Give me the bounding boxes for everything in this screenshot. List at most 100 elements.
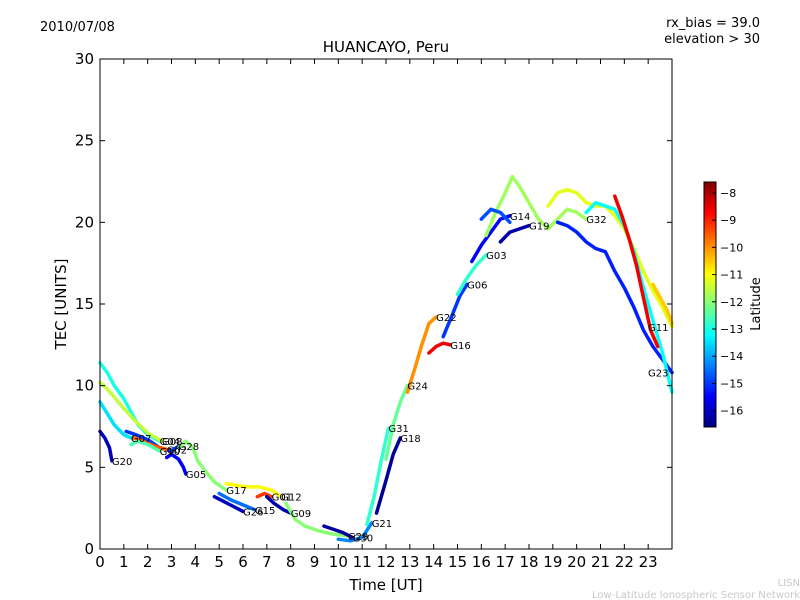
series-line-unlabeled-32	[479, 207, 512, 225]
series-label-g26: G26	[243, 507, 263, 518]
series-line-g15	[217, 491, 257, 512]
series-label-g29: G29	[348, 532, 368, 543]
series-label-g12: G12	[281, 493, 301, 504]
colorbar-tick-label: −10	[720, 241, 743, 254]
series-label-g24: G24	[407, 382, 427, 393]
y-tick-label: 30	[75, 50, 94, 68]
series-label-g15: G15	[255, 506, 275, 517]
x-tick-label: 20	[567, 553, 586, 571]
series-line-g31	[365, 426, 391, 527]
x-tick-label: 23	[639, 553, 658, 571]
x-tick-label: 17	[496, 553, 515, 571]
colorbar-tick-label: −12	[720, 296, 743, 309]
x-tick-label: 10	[329, 553, 348, 571]
x-tick-label: 13	[400, 553, 419, 571]
series-line-g26	[212, 494, 245, 514]
y-tick-label: 5	[84, 458, 94, 476]
x-tick-label: 5	[214, 553, 224, 571]
series-line-g28	[124, 429, 181, 453]
series-label-g09: G09	[291, 509, 311, 520]
series-line-unlabeled-30	[613, 194, 660, 349]
series-line-g05	[164, 452, 188, 476]
series-line-unlabeled-31	[651, 282, 674, 326]
series-line-g29	[284, 501, 350, 538]
series-label-g19: G19	[529, 222, 549, 233]
series-line-g21	[336, 521, 374, 543]
x-tick-label: 15	[448, 553, 467, 571]
series-label-g14: G14	[510, 212, 530, 223]
series-label-g21: G21	[372, 519, 392, 530]
series-label-g32: G32	[586, 215, 606, 226]
series-line-g11	[546, 187, 674, 329]
colorbar-tick-label: −14	[720, 350, 743, 363]
series-line-g18	[374, 436, 403, 515]
x-tick-label: 3	[167, 553, 177, 571]
y-tick-label: 0	[84, 540, 94, 558]
series-line-g08	[98, 380, 164, 443]
series-label-g28: G28	[179, 442, 199, 453]
rx-bias-label: rx_bias = 39.0	[666, 16, 760, 31]
colorbar-tick-label: −11	[720, 269, 743, 282]
series-line-g16	[427, 341, 453, 355]
date-label: 2010/07/08	[40, 20, 115, 35]
x-tick-label: 22	[615, 553, 634, 571]
series-label-g31: G31	[388, 424, 408, 435]
series-line-g01	[255, 491, 274, 499]
x-tick-label: 18	[519, 553, 538, 571]
x-tick-label: 1	[119, 553, 129, 571]
x-tick-label: 0	[95, 553, 105, 571]
x-axis-label: Time [UT]	[348, 576, 422, 594]
series-line-g30	[322, 524, 355, 540]
series-label-g03: G03	[486, 251, 506, 262]
x-tick-label: 21	[591, 553, 610, 571]
x-tick-label: 8	[286, 553, 296, 571]
series-label-g02: G02	[167, 445, 187, 456]
y-axis-label: TEC [UNITS]	[52, 259, 70, 351]
series-label-g10: G10	[160, 447, 180, 458]
x-tick-label: 6	[238, 553, 248, 571]
y-tick-label: 20	[75, 213, 94, 231]
chart-title: HUANCAYO, Peru	[323, 38, 449, 56]
series-line-g24	[384, 383, 410, 461]
series-label-g17: G17	[226, 486, 246, 497]
colorbar-tick-label: −8	[720, 187, 736, 200]
series-label-g16: G16	[450, 341, 470, 352]
x-tick-label: 12	[376, 553, 395, 571]
series-line-g07	[98, 400, 133, 440]
series-label-g11: G11	[648, 323, 668, 334]
x-tick-label: 2	[143, 553, 153, 571]
series-label-g30: G30	[353, 534, 373, 545]
x-tick-label: 7	[262, 553, 272, 571]
x-tick-label: 16	[472, 553, 491, 571]
series-label-g01: G01	[272, 493, 292, 504]
colorbar-tick-label: −9	[720, 214, 736, 227]
series-line-g23	[555, 220, 674, 375]
series-line-g32	[484, 174, 588, 238]
x-tick-label: 9	[310, 553, 320, 571]
series-line-g12	[224, 481, 283, 499]
colorbar-label: Latitude	[749, 277, 764, 331]
plot-background	[100, 59, 672, 549]
x-tick-label: 19	[543, 553, 562, 571]
x-tick-label: 14	[424, 553, 443, 571]
colorbar-gradient	[703, 181, 717, 428]
series-line-g09	[265, 494, 293, 515]
series-label-g08: G08	[162, 437, 182, 448]
y-tick-label: 15	[75, 295, 94, 313]
series-label-g05: G05	[186, 470, 206, 481]
series-line-g06	[441, 282, 469, 339]
colorbar-tick-label: −15	[720, 377, 743, 390]
series-line-g19	[498, 223, 531, 244]
series-label-g07: G07	[131, 434, 151, 445]
colorbar-tick-label: −13	[720, 323, 743, 336]
y-tick-label: 25	[75, 132, 94, 150]
series-label-g23: G23	[648, 369, 668, 380]
series-label-g06: G06	[467, 280, 487, 291]
series-line-g20	[98, 429, 114, 463]
series-line-g10	[129, 439, 162, 453]
series-label-g18: G18	[400, 434, 420, 445]
colorbar: −8 −9 −10 −11 −12 −13 −14 −15 −16	[703, 181, 743, 428]
x-tick-label: 11	[353, 553, 372, 571]
